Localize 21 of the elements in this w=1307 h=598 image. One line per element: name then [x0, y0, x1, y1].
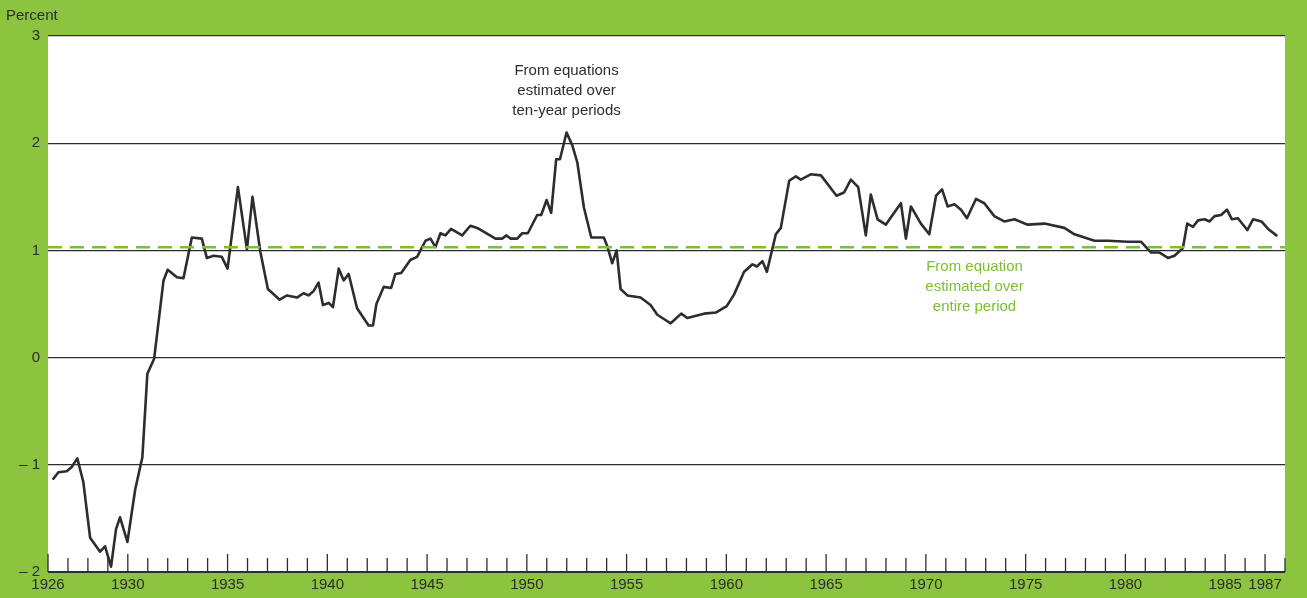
- x-tick-label: 1930: [111, 575, 145, 593]
- x-tick-label: 1987: [1248, 575, 1282, 593]
- x-tick-label: 1950: [510, 575, 544, 593]
- x-tick-label: 1945: [410, 575, 444, 593]
- y-tick-label: 0: [31, 347, 40, 365]
- x-tick-label: 1940: [310, 575, 345, 593]
- y-axis-title: Percent: [6, 6, 59, 23]
- x-tick-label: 1985: [1208, 575, 1242, 593]
- x-tick-label: 1935: [210, 575, 245, 593]
- x-tick-label: 1980: [1108, 575, 1143, 593]
- y-tick-label: – 1: [19, 454, 40, 472]
- y-tick-label: 3: [31, 26, 40, 44]
- annotation: From equations estimated over ten-year periods: [512, 61, 621, 119]
- y-tick-label: 1: [31, 240, 40, 258]
- x-tick-label: 1970: [909, 575, 943, 593]
- y-tick-label: 2: [31, 133, 40, 151]
- x-tick-label: 1965: [809, 575, 843, 593]
- x-tick-label: 1975: [1008, 575, 1043, 593]
- x-tick-label: 1960: [709, 575, 744, 593]
- ref-line-label: From equation estimated over entire period: [925, 256, 1024, 314]
- x-tick-label: 1955: [609, 575, 644, 593]
